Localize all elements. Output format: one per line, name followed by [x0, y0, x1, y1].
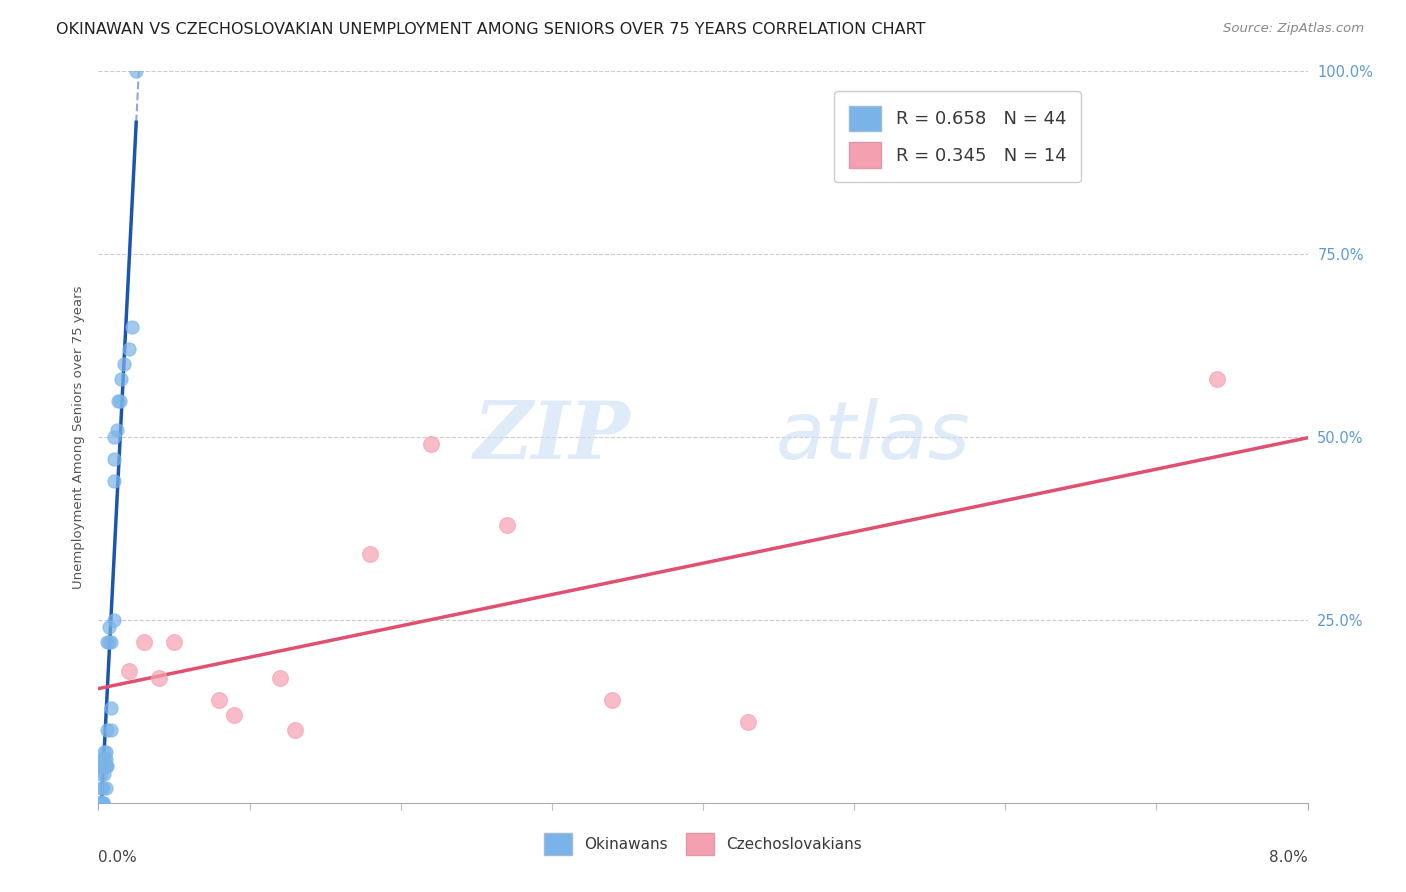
- Point: [737, 715, 759, 730]
- Point: [91, 796, 114, 810]
- Point: [94, 781, 117, 796]
- Point: [495, 517, 517, 532]
- Point: [89, 796, 111, 810]
- Point: [103, 452, 125, 467]
- Point: [108, 393, 131, 408]
- Point: [96, 635, 118, 649]
- Point: [90, 796, 112, 810]
- Point: [112, 357, 135, 371]
- Point: [1206, 371, 1229, 385]
- Point: [90, 781, 112, 796]
- Text: 8.0%: 8.0%: [1268, 850, 1308, 865]
- Text: ZIP: ZIP: [474, 399, 630, 475]
- Y-axis label: Unemployment Among Seniors over 75 years: Unemployment Among Seniors over 75 years: [72, 285, 84, 589]
- Point: [107, 393, 129, 408]
- Point: [96, 723, 118, 737]
- Point: [89, 796, 111, 810]
- Point: [118, 664, 141, 678]
- Point: [93, 766, 115, 780]
- Point: [96, 759, 118, 773]
- Text: Source: ZipAtlas.com: Source: ZipAtlas.com: [1223, 22, 1364, 36]
- Point: [148, 672, 170, 686]
- Point: [105, 423, 128, 437]
- Point: [98, 635, 121, 649]
- Text: OKINAWAN VS CZECHOSLOVAKIAN UNEMPLOYMENT AMONG SENIORS OVER 75 YEARS CORRELATION: OKINAWAN VS CZECHOSLOVAKIAN UNEMPLOYMENT…: [56, 22, 925, 37]
- Point: [100, 635, 122, 649]
- Point: [94, 759, 117, 773]
- Point: [94, 759, 117, 773]
- Point: [91, 752, 114, 766]
- Point: [208, 693, 231, 707]
- Point: [91, 796, 114, 810]
- Point: [103, 613, 125, 627]
- Point: [94, 752, 117, 766]
- Point: [90, 759, 112, 773]
- Point: [284, 723, 307, 737]
- Text: atlas: atlas: [776, 398, 970, 476]
- Point: [103, 430, 125, 444]
- Point: [90, 766, 112, 780]
- Point: [91, 759, 114, 773]
- Point: [132, 635, 155, 649]
- Point: [94, 745, 117, 759]
- Point: [163, 635, 186, 649]
- Point: [90, 796, 112, 810]
- Point: [91, 759, 114, 773]
- Point: [602, 693, 624, 707]
- Point: [91, 781, 114, 796]
- Point: [420, 437, 443, 451]
- Point: [269, 672, 291, 686]
- Point: [98, 620, 121, 634]
- Point: [121, 320, 143, 334]
- Point: [91, 796, 114, 810]
- Point: [91, 796, 114, 810]
- Point: [125, 64, 148, 78]
- Point: [89, 796, 111, 810]
- Point: [100, 723, 122, 737]
- Point: [103, 474, 125, 488]
- Point: [93, 752, 115, 766]
- Text: 0.0%: 0.0%: [98, 850, 138, 865]
- Point: [360, 547, 382, 561]
- Point: [224, 708, 246, 723]
- Point: [93, 745, 115, 759]
- Point: [100, 700, 122, 714]
- Point: [110, 371, 132, 385]
- Legend: Okinawans, Czechoslovakians: Okinawans, Czechoslovakians: [538, 827, 868, 861]
- Point: [118, 343, 141, 357]
